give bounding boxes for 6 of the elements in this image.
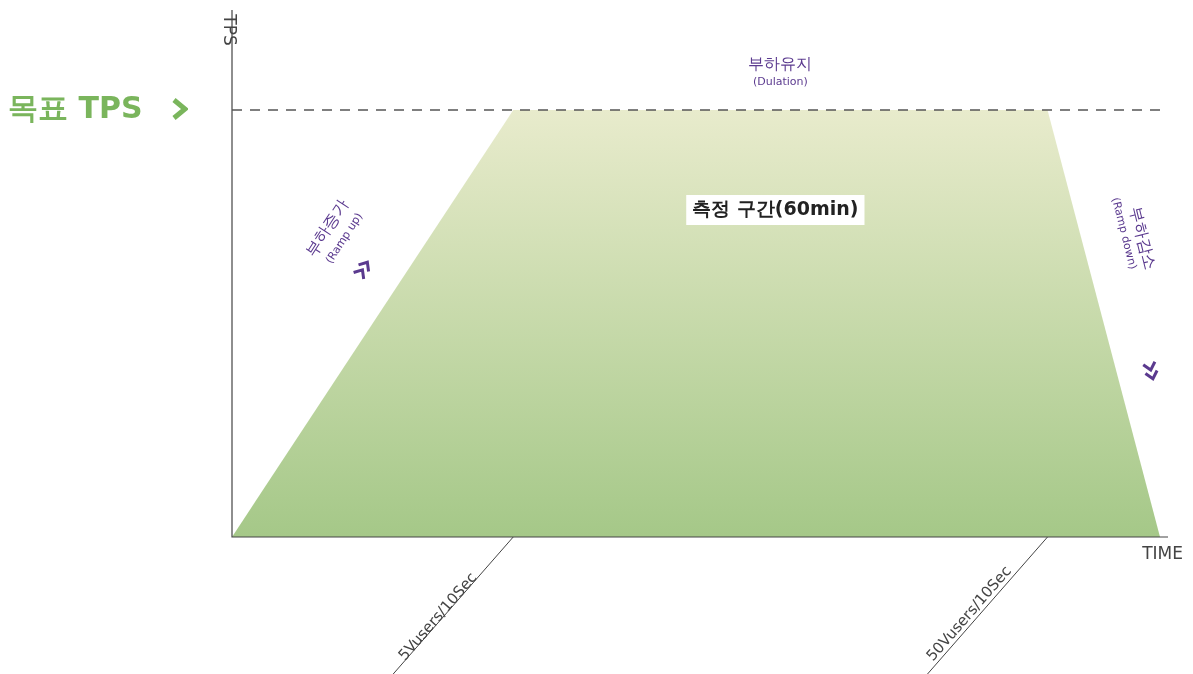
text: (Dulation) [752, 74, 808, 88]
text: 부하유지 [748, 54, 813, 74]
annotation: 측정 구간(60min) [692, 196, 859, 219]
ref-line-label: 목표 TPS [8, 89, 143, 125]
y-axis-title: TPS [220, 13, 240, 46]
x-axis-title: TIME [1141, 543, 1183, 563]
